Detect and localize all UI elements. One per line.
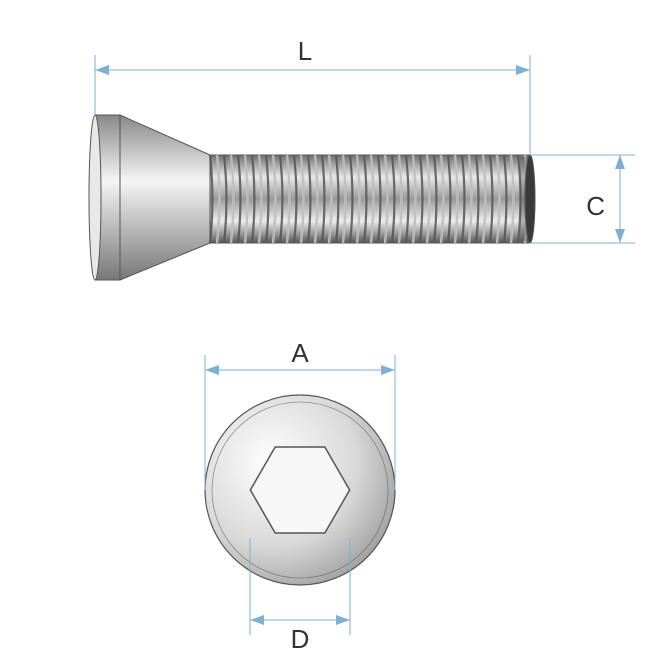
dim-A-label: A [291, 338, 309, 368]
technical-drawing: L C A D [0, 0, 670, 670]
dim-C-label: C [586, 191, 605, 221]
screw-side-view [89, 115, 535, 280]
dim-D-label: D [291, 624, 310, 654]
screw-front-view [205, 395, 395, 585]
dim-L-label: L [298, 36, 312, 66]
